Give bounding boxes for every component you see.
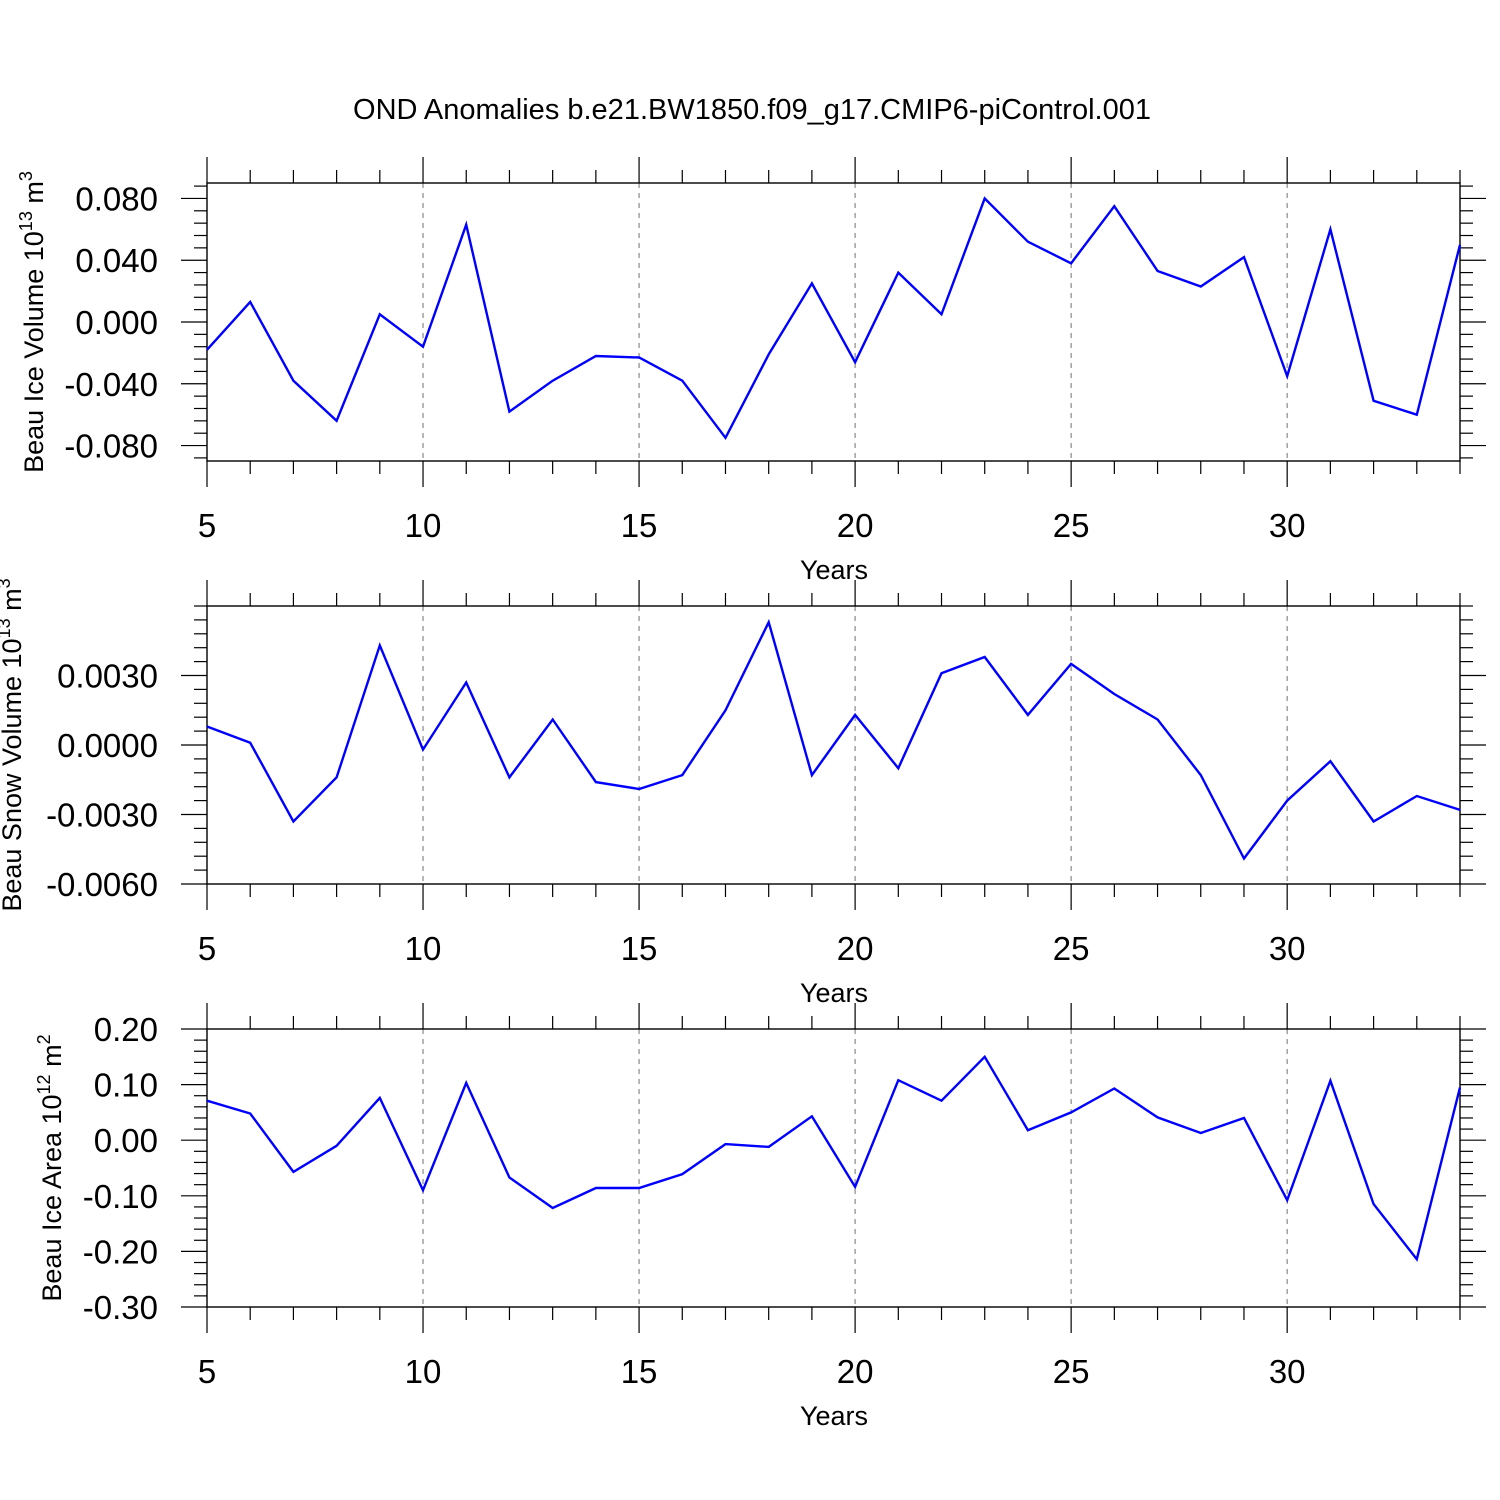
x-tick-label: 15 (621, 930, 658, 967)
x-tick-label: 25 (1053, 930, 1090, 967)
y-tick-label: -0.10 (83, 1178, 158, 1215)
y-tick-label: 0.00 (94, 1122, 158, 1159)
x-tick-label: 25 (1053, 507, 1090, 544)
x-tick-label: 15 (621, 1353, 658, 1390)
x-tick-label: 5 (198, 930, 216, 967)
y-axis-label: Beau Snow Volume 1013 m3 (0, 578, 27, 911)
y-tick-label: 0.0030 (57, 658, 158, 695)
y-tick-label: 0.040 (75, 242, 158, 279)
y-tick-label: -0.0030 (46, 797, 158, 834)
x-tick-label: 5 (198, 1353, 216, 1390)
y-tick-label: 0.000 (75, 304, 158, 341)
y-axis-label: Beau Ice Area 1012 m2 (34, 1034, 67, 1301)
series-line (206, 196, 1462, 441)
x-tick-label: 15 (621, 507, 658, 544)
y-tick-label: 0.0000 (57, 727, 158, 764)
y-tick-label: 0.10 (94, 1067, 158, 1104)
x-tick-label: 20 (837, 507, 874, 544)
panel-3: 5 10 15 20 25 30 -0.30 -0.20 -0.10 0.00 0.10 0.20 Ye… (34, 1003, 1486, 1431)
series-line (206, 618, 1461, 861)
x-tick-label: 20 (837, 930, 874, 967)
plot-frame (206, 1028, 1461, 1308)
y-axis-label: Beau Ice Volume 1013 m3 (16, 171, 49, 473)
y-tick-label: -0.0060 (46, 866, 158, 903)
x-tick-label: 10 (405, 930, 442, 967)
x-tick-label: 25 (1053, 1353, 1090, 1390)
x-tick-label: 30 (1269, 930, 1306, 967)
y-tick-label: -0.30 (83, 1289, 158, 1326)
chart-title: OND Anomalies b.e21.BW1850.f09_g17.CMIP6… (353, 94, 1151, 126)
y-tick-label: 0.20 (94, 1011, 158, 1048)
x-axis-label: Years (800, 555, 868, 585)
series-line (206, 1054, 1462, 1262)
panel-1: 5 10 15 20 25 30 -0.080 -0.040 0.000 0.040 0.080 Ye… (16, 157, 1486, 585)
x-tick-label: 30 (1269, 1353, 1306, 1390)
y-tick-label: -0.080 (64, 428, 158, 465)
y-tick-label: 0.080 (75, 180, 158, 217)
x-tick-label: 10 (405, 507, 442, 544)
y-tick-label: -0.040 (64, 366, 158, 403)
x-tick-label: 30 (1269, 507, 1306, 544)
x-axis-label: Years (800, 1401, 868, 1431)
x-axis-label: Years (800, 978, 868, 1008)
x-tick-label: 20 (837, 1353, 874, 1390)
x-tick-label: 5 (198, 507, 216, 544)
y-tick-label: -0.20 (83, 1233, 158, 1270)
panel-2: 5 10 15 20 25 30 -0.0060 -0.0030 0.0000 0.0030 Yea… (0, 578, 1486, 1008)
x-tick-label: 10 (405, 1353, 442, 1390)
